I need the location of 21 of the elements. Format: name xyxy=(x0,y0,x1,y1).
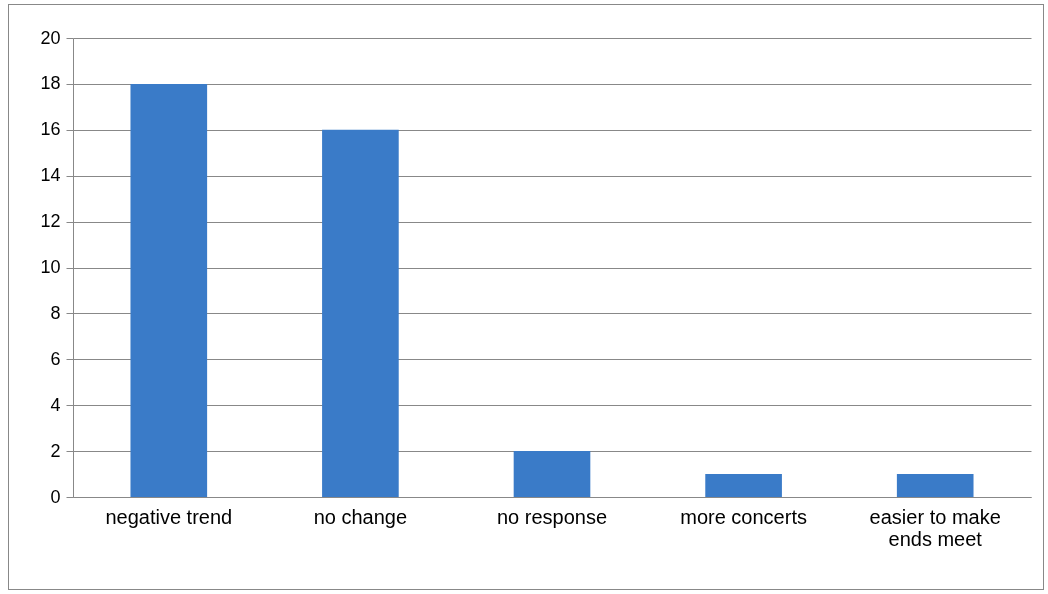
y-tick-label: 14 xyxy=(40,165,61,186)
x-tick-label: no change xyxy=(313,505,408,528)
bar xyxy=(130,83,208,497)
y-tick-label: 10 xyxy=(40,257,61,277)
bar xyxy=(705,474,782,497)
y-tick-label: 18 xyxy=(40,73,61,94)
x-tick-label: easier to make ends meet xyxy=(869,505,1001,550)
y-tick-label: 16 xyxy=(40,119,61,140)
x-tick-label: negative trend xyxy=(105,505,233,528)
y-tick-label: 12 xyxy=(40,211,61,232)
x-tick-label: more concerts xyxy=(680,505,807,528)
y-tick-label: 0 xyxy=(50,486,61,507)
bar xyxy=(322,129,399,497)
y-tick-label: 6 xyxy=(50,348,61,369)
bar xyxy=(896,474,974,497)
bar xyxy=(513,451,591,497)
y-tick-label: 4 xyxy=(50,394,61,415)
y-tick-label: 20 xyxy=(40,27,61,48)
y-tick-label: 8 xyxy=(50,302,61,323)
y-tick-label: 2 xyxy=(50,440,61,461)
x-tick-label: no response xyxy=(496,505,608,528)
